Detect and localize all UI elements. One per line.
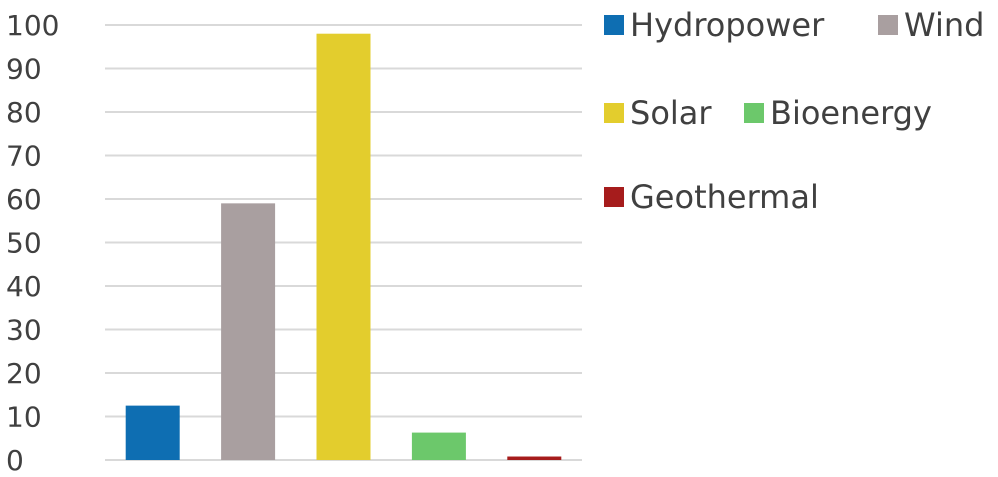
legend-swatch-hydropower: [604, 15, 624, 35]
bar-hydropower: [125, 405, 180, 460]
y-tick-label-50: 50: [6, 227, 42, 260]
y-tick-label-100: 100: [6, 9, 59, 42]
bar-bioenergy: [411, 432, 466, 460]
bar-geothermal: [507, 456, 562, 460]
legend-label-bioenergy: Bioenergy: [770, 94, 932, 132]
y-tick-label-80: 80: [6, 96, 42, 129]
legend-item-solar: Solar: [604, 94, 712, 132]
y-tick-label-90: 90: [6, 53, 42, 86]
legend-swatch-wind: [878, 15, 898, 35]
y-tick-label-10: 10: [6, 401, 42, 434]
bar-wind: [221, 203, 276, 460]
legend-item-geothermal: Geothermal: [604, 178, 819, 216]
legend-item-bioenergy: Bioenergy: [744, 94, 932, 132]
y-axis-tick-labels: 0 10 20 30 40 50 60 70 80 90 100: [6, 9, 59, 477]
legend: Hydropower Wind Solar Bioenergy Geothermal: [604, 6, 984, 216]
y-tick-label-20: 20: [6, 357, 42, 390]
legend-label-solar: Solar: [630, 94, 712, 132]
legend-swatch-solar: [604, 103, 624, 123]
y-tick-label-40: 40: [6, 270, 42, 303]
y-tick-label-30: 30: [6, 314, 42, 347]
y-tick-label-0: 0: [6, 444, 24, 477]
bars: [125, 33, 562, 460]
bar-solar: [316, 33, 371, 460]
legend-label-geothermal: Geothermal: [630, 178, 819, 216]
legend-swatch-bioenergy: [744, 103, 764, 123]
legend-label-wind: Wind: [904, 6, 984, 44]
legend-swatch-geothermal: [604, 187, 624, 207]
legend-label-hydropower: Hydropower: [630, 6, 825, 44]
y-tick-label-70: 70: [6, 140, 42, 173]
legend-item-wind: Wind: [878, 6, 984, 44]
y-tick-label-60: 60: [6, 183, 42, 216]
legend-item-hydropower: Hydropower: [604, 6, 825, 44]
